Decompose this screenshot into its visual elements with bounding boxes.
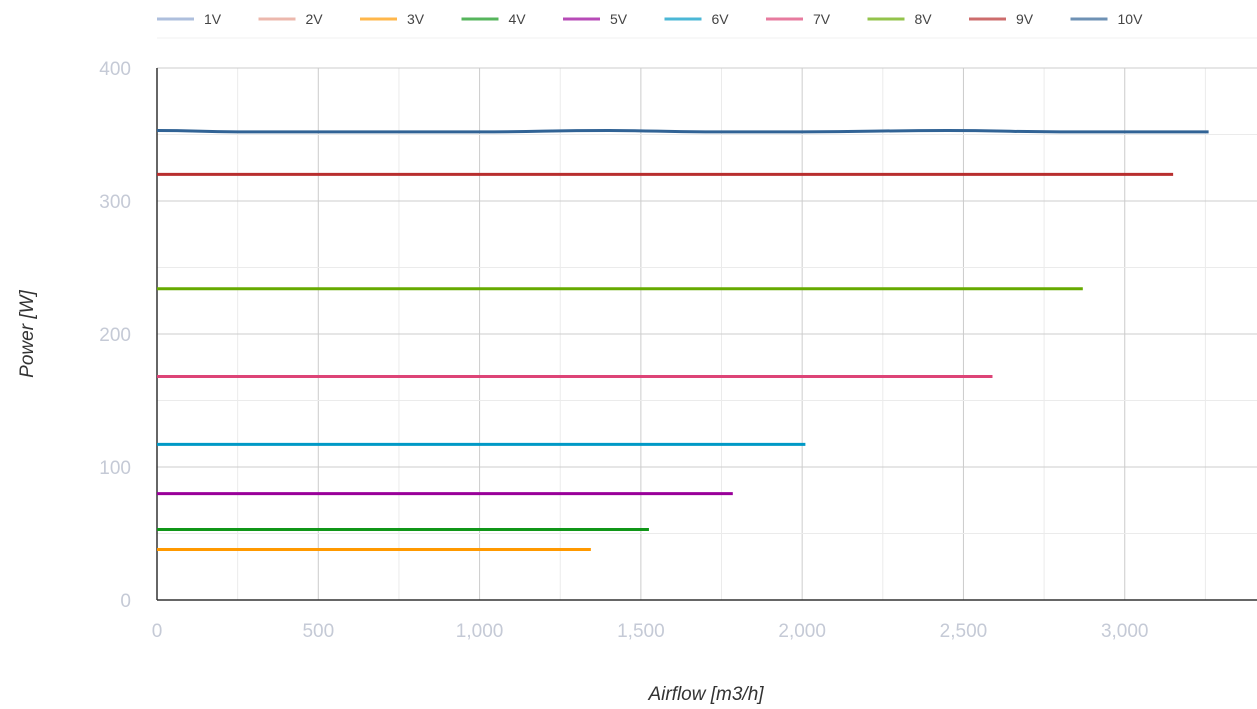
x-tick-label: 2,500	[940, 621, 988, 642]
legend-item-5V[interactable]: 5V	[563, 11, 628, 27]
legend-item-4V[interactable]: 4V	[461, 11, 527, 27]
legend-label: 7V	[813, 11, 831, 27]
grid	[157, 67, 1257, 600]
legend-label: 10V	[1118, 11, 1144, 27]
legend-label: 3V	[407, 11, 425, 27]
x-tick-label: 0	[152, 621, 163, 642]
legend-label: 6V	[712, 11, 730, 27]
legend-label: 2V	[306, 11, 324, 27]
y-tick-label: 0	[120, 591, 131, 612]
series-lines	[156, 129, 1209, 551]
legend-label: 8V	[915, 11, 933, 27]
y-tick-label: 300	[99, 192, 131, 213]
legend-item-2V[interactable]: 2V	[258, 11, 324, 27]
x-tick-label: 500	[302, 621, 334, 642]
y-tick-label: 400	[99, 59, 131, 80]
x-tick-label: 1,000	[456, 621, 504, 642]
x-tick-labels: 0 500 1,000 1,500 2,000 2,500 3,000	[152, 621, 1149, 642]
legend-label: 9V	[1016, 11, 1034, 27]
legend-item-10V[interactable]: 10V	[1070, 11, 1144, 27]
x-tick-label: 3,000	[1101, 621, 1149, 642]
x-axis-title: Airflow [m3/h]	[647, 684, 764, 705]
x-tick-label: 1,500	[617, 621, 665, 642]
legend-item-7V[interactable]: 7V	[766, 11, 831, 27]
y-axis-title: Power [W]	[17, 289, 38, 377]
y-tick-label: 100	[99, 458, 131, 479]
y-tick-labels: 0 100 200 300 400	[99, 59, 131, 612]
legend-item-3V[interactable]: 3V	[360, 11, 425, 27]
legend-item-9V[interactable]: 9V	[969, 11, 1034, 27]
legend-item-8V[interactable]: 8V	[867, 11, 933, 27]
legend-label: 4V	[509, 11, 527, 27]
y-tick-label: 200	[99, 325, 131, 346]
legend-label: 5V	[610, 11, 628, 27]
series-line-10V	[156, 129, 1209, 134]
legend-item-6V[interactable]: 6V	[664, 11, 730, 27]
x-tick-label: 2,000	[778, 621, 826, 642]
legend: 1V 2V 3V 4V 5V 6V 7V 8V 9V 10V	[157, 11, 1257, 39]
legend-item-1V[interactable]: 1V	[157, 11, 222, 27]
axes	[156, 68, 1257, 601]
legend-label: 1V	[204, 11, 222, 27]
